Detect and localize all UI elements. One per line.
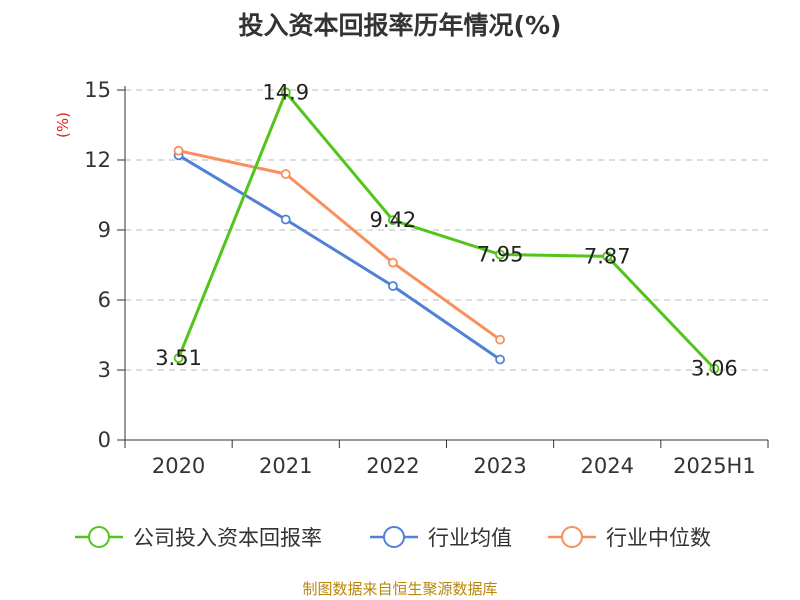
y-tick-label: 3 (98, 358, 111, 382)
data-point[interactable] (280, 169, 291, 179)
series-line (177, 90, 716, 370)
x-tick-label: 2024 (581, 454, 634, 478)
y-tick-label: 6 (98, 288, 111, 312)
data-point[interactable] (388, 281, 398, 291)
data-label: 3.06 (691, 357, 738, 381)
x-tick-label: 2022 (366, 454, 419, 478)
data-label: 9.42 (370, 208, 417, 232)
series-line (178, 149, 501, 341)
data-label: 7.87 (584, 244, 631, 268)
chart-title: 投入资本回报率历年情况(%) (238, 11, 562, 40)
data-point[interactable] (388, 215, 398, 226)
data-point[interactable] (495, 249, 505, 260)
source-footer: 制图数据来自恒生聚源数据库 (302, 580, 498, 598)
series-line (177, 154, 501, 361)
data-label: 14.9 (262, 80, 309, 104)
legend-marker[interactable] (88, 526, 110, 548)
y-tick-label: 9 (98, 218, 111, 242)
legend-label[interactable]: 行业中位数 (606, 526, 711, 550)
y-tick-label: 15 (84, 78, 111, 102)
data-point[interactable] (709, 363, 720, 374)
data-point[interactable] (495, 354, 505, 365)
data-label: 7.95 (477, 243, 524, 267)
data-point[interactable] (280, 87, 291, 98)
legend-label[interactable]: 行业均值 (428, 526, 512, 550)
data-point[interactable] (173, 145, 184, 156)
data-point[interactable] (495, 334, 505, 345)
data-point[interactable] (280, 214, 291, 225)
legend-label[interactable]: 公司投入资本回报率 (133, 526, 322, 550)
x-tick-label: 2023 (473, 454, 526, 478)
y-tick-label: 12 (84, 148, 111, 172)
x-tick-label: 2021 (259, 454, 312, 478)
y-axis-unit-label: (%) (54, 112, 72, 138)
x-tick-label: 2020 (152, 454, 205, 478)
legend-marker[interactable] (383, 526, 405, 548)
x-tick-label: 2025H1 (673, 454, 756, 478)
data-point[interactable] (173, 353, 184, 364)
data-label: 3.51 (155, 346, 202, 370)
legend-marker[interactable] (561, 526, 583, 548)
data-point[interactable] (388, 257, 398, 268)
data-point[interactable] (602, 251, 613, 262)
y-tick-label: 0 (98, 428, 111, 452)
